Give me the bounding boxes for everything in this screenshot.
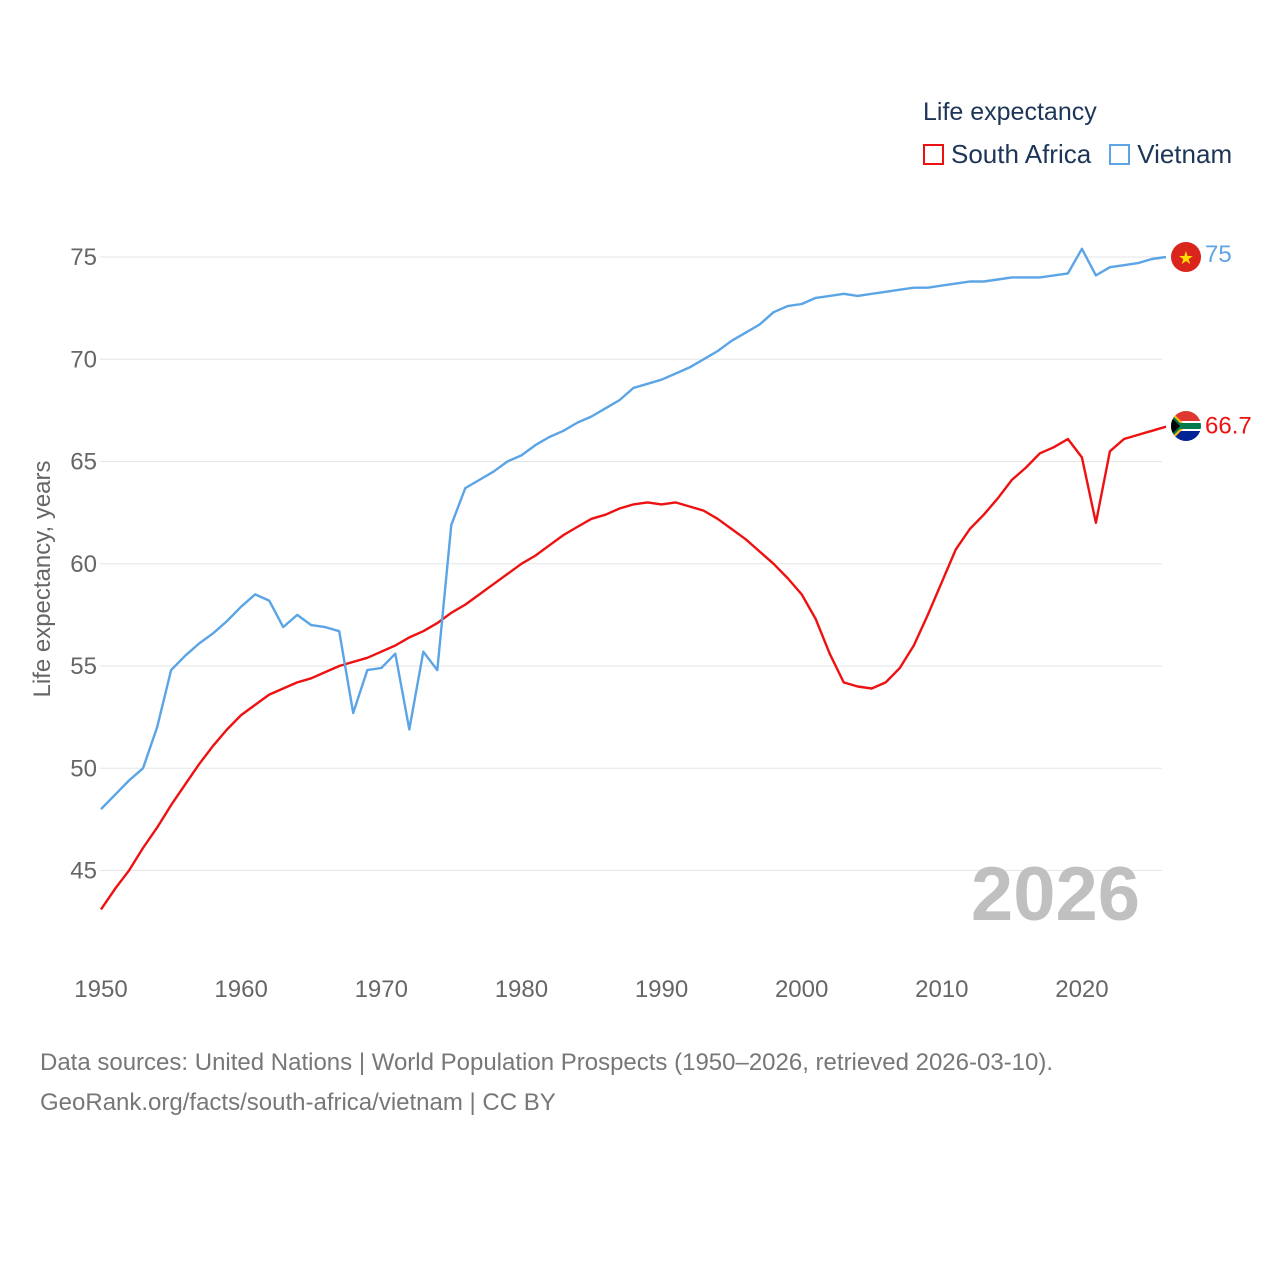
x-tick-label-1980: 1980 [495, 976, 548, 1003]
x-tick-label-2020: 2020 [1055, 976, 1108, 1003]
x-tick-label-1950: 1950 [74, 976, 127, 1003]
y-axis-title: Life expectancy, years [29, 460, 56, 698]
data-sources: Data sources: United Nations | World Pop… [40, 1043, 1053, 1123]
legend-item-vietnam[interactable]: Vietnam [1109, 139, 1232, 170]
svg-text:★: ★ [1178, 248, 1194, 269]
x-axis-ticks: 1950 1960 1970 1980 1990 2000 2010 2020 [74, 976, 1108, 1003]
grid-lines [100, 256, 1162, 871]
series-line-vietnam [100, 247, 1167, 810]
series-lines [100, 247, 1167, 911]
south-africa-flag-icon [1171, 411, 1201, 441]
legend-label-vietnam: Vietnam [1137, 139, 1233, 169]
y-tick-label-60: 60 [70, 551, 97, 578]
legend-item-south-africa[interactable]: South Africa [923, 139, 1091, 170]
legend-title: Life expectancy [923, 98, 1097, 126]
sources-text: Data sources: United Nations | World Pop… [40, 1049, 1054, 1076]
y-tick-label-50: 50 [70, 755, 97, 782]
y-tick-label-65: 65 [70, 449, 97, 476]
x-tick-label-2000: 2000 [775, 976, 828, 1003]
current-year-label: 2026 [971, 852, 1140, 937]
x-tick-label-1960: 1960 [214, 976, 267, 1003]
y-tick-label-55: 55 [70, 653, 97, 680]
y-tick-label-75: 75 [70, 244, 97, 271]
legend-label-south-africa: South Africa [951, 139, 1092, 169]
end-label-vietnam: 75 [1205, 241, 1232, 268]
y-tick-label-70: 70 [70, 346, 97, 373]
series-line-south-africa [100, 425, 1167, 911]
end-value-labels: 66.7 75 [1205, 241, 1252, 440]
source-link[interactable]: GeoRank.org/facts/south-africa/vietnam |… [40, 1089, 556, 1116]
x-tick-label-1970: 1970 [355, 976, 408, 1003]
y-axis-ticks: 45 50 55 60 65 70 75 [70, 244, 97, 885]
end-label-south-africa: 66.7 [1205, 413, 1252, 440]
x-tick-label-1990: 1990 [635, 976, 688, 1003]
y-tick-label-45: 45 [70, 858, 97, 885]
vietnam-flag-icon: ★ [1171, 242, 1201, 272]
x-tick-label-2010: 2010 [915, 976, 968, 1003]
south-africa-swatch [923, 144, 944, 165]
legend: Life expectancy South Africa Vietnam [923, 98, 1250, 170]
vietnam-swatch [1109, 144, 1131, 165]
